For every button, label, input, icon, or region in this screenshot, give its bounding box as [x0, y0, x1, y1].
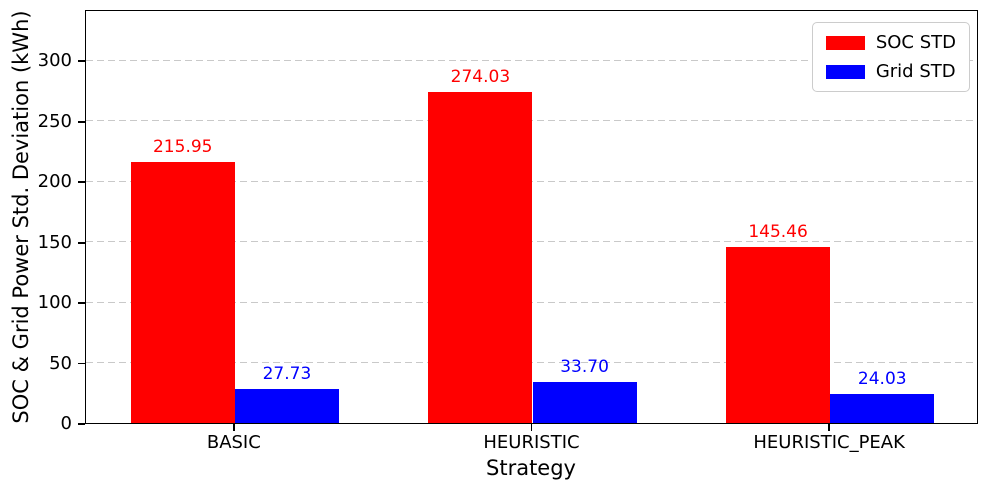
- xtick-label-basic: BASIC: [206, 432, 261, 453]
- legend-item-grid-std: Grid STD: [825, 61, 956, 82]
- gridline-y-300: [86, 59, 977, 61]
- bar-value-label-soc-std-heuristic: 274.03: [450, 66, 511, 87]
- bar-value-label-grid-std-heuristic_peak: 24.03: [857, 368, 907, 389]
- ytick-label-150: 150: [37, 231, 72, 253]
- ytick-label-50: 50: [49, 352, 72, 374]
- ytick-mark-100: [78, 302, 85, 305]
- bar-soc-std-heuristic: [428, 91, 533, 423]
- xtick-label-heuristic: HEURISTIC: [483, 432, 580, 453]
- plot-area: 215.95 27.73 274.03 33.70 145.46 24.03 SOC ST…: [85, 10, 978, 424]
- ytick-label-250: 250: [37, 110, 72, 132]
- legend-label-soc-std: SOC STD: [875, 32, 956, 53]
- ytick-label-0: 0: [60, 413, 72, 434]
- bar-soc-std-heuristic_peak: [725, 247, 831, 423]
- bar-grid-std-heuristic_peak: [830, 393, 935, 423]
- ytick-mark-250: [78, 120, 85, 123]
- ytick-mark-0: [78, 423, 85, 425]
- bar-value-label-soc-std-heuristic_peak: 145.46: [748, 222, 808, 243]
- xtick-mark-basic: [232, 424, 235, 431]
- ytick-label-100: 100: [37, 292, 72, 314]
- xtick-mark-heuristic: [530, 424, 533, 431]
- legend: SOC STD Grid STD: [811, 22, 970, 92]
- legend-item-soc-std: SOC STD: [825, 32, 956, 53]
- legend-label-grid-std: Grid STD: [875, 61, 956, 82]
- ytick-mark-150: [78, 241, 85, 244]
- bar-value-label-grid-std-heuristic: 33.70: [560, 357, 609, 378]
- ytick-mark-50: [78, 362, 85, 365]
- bar-value-label-soc-std-basic: 215.95: [152, 136, 213, 157]
- bar-value-label-grid-std-basic: 27.73: [262, 364, 312, 385]
- ytick-mark-200: [78, 181, 85, 184]
- legend-swatch-soc-std-icon: [825, 35, 865, 50]
- ytick-mark-300: [78, 60, 85, 63]
- bar-grid-std-basic: [234, 389, 339, 423]
- bar-grid-std-heuristic: [532, 382, 637, 423]
- legend-swatch-grid-std-icon: [825, 64, 865, 79]
- ytick-label-200: 200: [37, 171, 72, 193]
- x-axis-label: Strategy: [486, 456, 576, 480]
- xtick-label-heuristic_peak: HEURISTIC_PEAK: [753, 432, 905, 453]
- xtick-mark-heuristic_peak: [828, 424, 831, 431]
- bar-soc-std-basic: [130, 161, 235, 423]
- ytick-label-300: 300: [37, 50, 72, 72]
